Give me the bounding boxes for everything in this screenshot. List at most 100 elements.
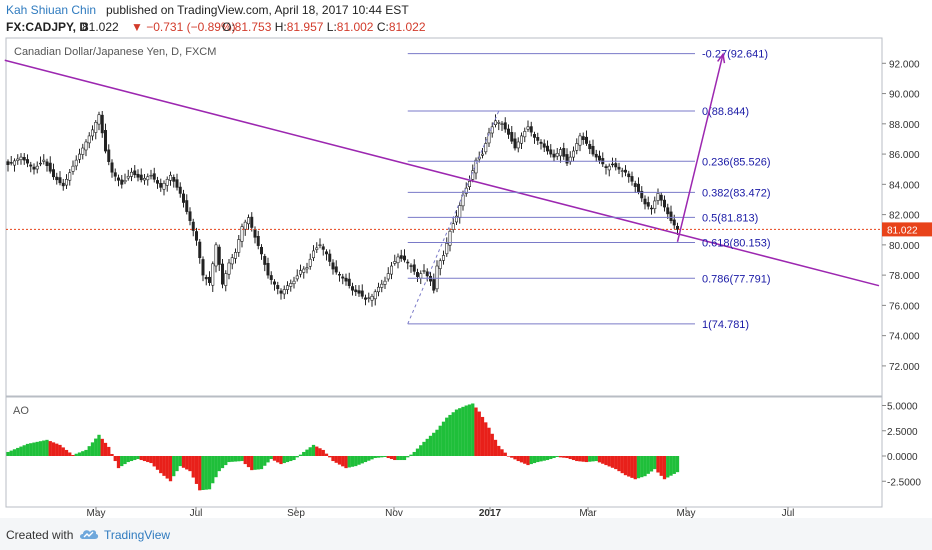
candle-body (295, 275, 299, 280)
tradingview-brand[interactable]: TradingView (104, 528, 171, 542)
ao-bar (172, 456, 176, 477)
ao-bar (207, 456, 212, 490)
ao-bar (243, 456, 247, 465)
ao-bar (633, 456, 637, 480)
ao-bar (389, 456, 394, 460)
ao-bar (22, 445, 26, 456)
candle-body (156, 180, 160, 184)
ao-bar (276, 456, 280, 463)
candle-body (510, 132, 514, 142)
candle-body (324, 251, 328, 255)
ao-bar (380, 456, 384, 458)
candle-body (396, 256, 400, 264)
candle-body (591, 145, 595, 155)
candle-body (555, 153, 559, 157)
ao-bar (328, 456, 332, 458)
candle-body (513, 138, 517, 149)
candle-body (419, 273, 423, 279)
y-tick-label: 76.000 (889, 301, 920, 312)
candle-body (344, 277, 348, 282)
candle-body (311, 250, 315, 259)
ao-bar (578, 456, 582, 462)
ao-bar (181, 456, 186, 468)
candle-body (149, 174, 153, 177)
ao-bar (594, 456, 598, 462)
candle-body (208, 276, 212, 283)
candle-body (123, 180, 127, 183)
ao-bar (201, 456, 205, 491)
ao-bar (188, 456, 192, 472)
ao-bar (480, 416, 485, 456)
tradingview-cloud-icon (80, 530, 99, 539)
candle-body (331, 262, 335, 270)
x-tick-label: Mar (579, 508, 597, 518)
candle-body (471, 170, 475, 180)
ao-bar (555, 456, 559, 458)
candle-body (422, 270, 426, 272)
candle-body (454, 215, 458, 223)
ao-bar (542, 456, 546, 461)
ohlc-label: L: (326, 20, 337, 34)
candle-body (19, 156, 23, 160)
fib-level-label: 1(74.781) (702, 319, 749, 331)
created-with-label: Created with (6, 528, 74, 542)
ao-bar (84, 449, 88, 456)
candle-body (519, 135, 523, 144)
ao-bar (217, 456, 221, 472)
candle-body (633, 183, 637, 187)
ao-bar (334, 456, 338, 463)
ao-bar (295, 456, 299, 458)
chart-header: Kah Shiuan Chin published on TradingView… (0, 0, 932, 36)
ao-bar (399, 456, 403, 461)
candle-body (549, 149, 553, 155)
ao-bar (490, 433, 494, 456)
candle-body (253, 228, 257, 238)
ao-bar (500, 449, 504, 456)
ao-bar (614, 456, 618, 470)
ao-bar (191, 456, 195, 478)
ao-bar (464, 405, 468, 456)
ao-bar (68, 452, 72, 456)
candle-body (259, 246, 263, 255)
ao-bar (383, 456, 387, 458)
candle-body (640, 190, 644, 199)
ao-bar (129, 456, 134, 462)
candle-body (198, 241, 202, 259)
y-tick-label: 82.000 (889, 211, 920, 222)
chart-canvas[interactable]: 92.000 90.000 88.000 86.000 84.000 82.000 80.0… (0, 0, 932, 518)
candle-body (78, 153, 82, 160)
ao-bar (337, 456, 342, 465)
ao-bar (94, 438, 98, 456)
ao-bar (233, 456, 238, 462)
ao-bar (393, 456, 397, 461)
candle-body (328, 253, 332, 262)
ao-bar (607, 456, 611, 467)
ao-bar (146, 456, 150, 463)
candle-body (383, 280, 387, 285)
ao-bar (552, 456, 556, 459)
ao-bar (656, 456, 660, 473)
ao-bar (12, 449, 17, 456)
y-tick-label: 92.000 (889, 59, 920, 70)
author-name[interactable]: Kah Shiuan Chin (6, 3, 97, 17)
fib-level-label: -0.27(92.641) (702, 49, 768, 61)
ao-bar (168, 456, 173, 482)
ao-bar (259, 456, 264, 470)
ao-bar (549, 456, 553, 460)
candle-body (234, 252, 238, 259)
candle-body (61, 182, 65, 187)
ao-bar (497, 445, 501, 456)
last-price-value: 81.022 (82, 20, 119, 34)
ao-bar (646, 456, 650, 474)
candle-body (503, 122, 507, 130)
candle-body (653, 200, 657, 210)
fib-level-label: 0.5(81.813) (702, 212, 758, 224)
ao-y-tick-label: 0.0000 (887, 452, 918, 463)
ao-bar (643, 456, 647, 477)
ao-bar (467, 404, 472, 456)
candle-body (87, 135, 91, 144)
candle-body (662, 199, 666, 208)
candle-body (558, 149, 562, 157)
x-tick-label: 2017 (479, 508, 502, 518)
y-tick-label: 78.000 (889, 271, 920, 282)
